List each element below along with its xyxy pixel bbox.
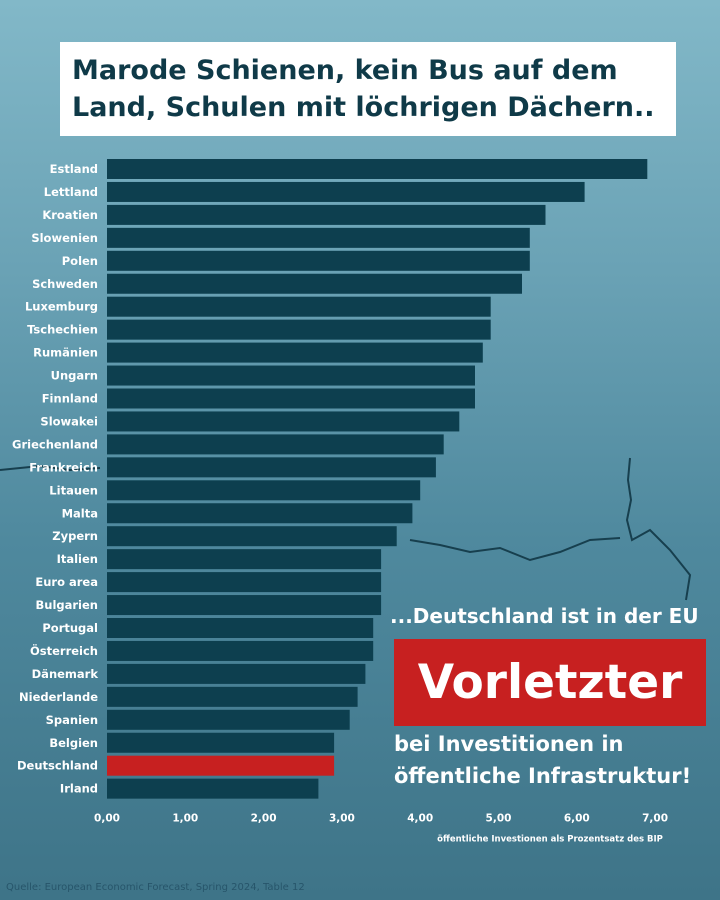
- category-label: Spanien: [46, 713, 98, 727]
- category-label: Euro area: [35, 575, 98, 589]
- callout-line-1: bei Investitionen in: [394, 732, 624, 756]
- bar-estland: [107, 159, 648, 179]
- x-tick-label: 4,00: [407, 813, 433, 825]
- category-label: Belgien: [49, 736, 98, 750]
- category-label: Griechenland: [12, 437, 98, 451]
- bar-niederlande: [107, 686, 358, 707]
- bar-griechenland: [107, 434, 444, 455]
- x-axis-label: öffentliche Investionen als Prozentsatz …: [437, 835, 663, 845]
- bar-litauen: [107, 480, 421, 501]
- category-label: Finnland: [42, 392, 98, 406]
- category-label: Malta: [62, 506, 98, 520]
- category-label: Slowakei: [40, 414, 98, 428]
- bar--sterreich: [107, 640, 374, 661]
- bar-slowakei: [107, 411, 460, 432]
- bar-kroatien: [107, 204, 546, 225]
- category-label: Niederlande: [19, 690, 98, 704]
- bar-portugal: [107, 618, 374, 638]
- category-label: Tschechien: [27, 323, 98, 337]
- bar-malta: [107, 503, 413, 524]
- source-note: Quelle: European Economic Forecast, Spri…: [6, 882, 305, 893]
- category-label: Lettland: [44, 185, 98, 199]
- category-label: Polen: [62, 254, 98, 268]
- bar-spanien: [107, 709, 350, 730]
- bar-frankreich: [107, 457, 436, 478]
- category-label: Schweden: [32, 277, 98, 291]
- bar-tschechien: [107, 319, 491, 340]
- x-tick-label: 7,00: [642, 813, 668, 825]
- category-label: Frankreich: [29, 460, 98, 474]
- category-label: Deutschland: [17, 759, 98, 773]
- bar-zypern: [107, 526, 397, 547]
- callout-subtext: bei Investitionen in öffentliche Infrast…: [394, 728, 691, 792]
- x-tick-label: 1,00: [172, 813, 198, 825]
- bar-irland: [107, 778, 319, 799]
- category-label: Kroatien: [42, 208, 98, 222]
- category-label: Bulgarien: [36, 598, 99, 612]
- category-label: Portugal: [42, 621, 98, 635]
- x-tick-label: 6,00: [564, 813, 590, 825]
- category-label: Rumänien: [33, 346, 98, 360]
- x-tick-label: 5,00: [486, 813, 512, 825]
- bar-polen: [107, 250, 530, 271]
- bar-euro-area: [107, 572, 382, 593]
- crack-middle: [409, 537, 621, 562]
- crack-right: [625, 457, 692, 601]
- bar-schweden: [107, 273, 522, 294]
- callout-line-2: öffentliche Infrastruktur!: [394, 764, 692, 788]
- bar-italien: [107, 549, 382, 570]
- category-label: Litauen: [49, 483, 98, 497]
- bar-luxemburg: [107, 296, 491, 317]
- category-label: Österreich: [30, 643, 98, 658]
- callout-big-text: Vorletzter: [417, 655, 683, 710]
- bar-slowenien: [107, 227, 530, 248]
- bar-belgien: [107, 732, 335, 753]
- title-box: Marode Schienen, kein Bus auf dem Land, …: [60, 42, 676, 136]
- crack-left: [0, 464, 101, 472]
- category-label: Zypern: [52, 529, 98, 543]
- category-label: Irland: [60, 782, 98, 796]
- bar-finnland: [107, 388, 475, 409]
- category-label: Luxemburg: [25, 300, 98, 314]
- x-tick-label: 0,00: [94, 813, 120, 825]
- title-line-2: Land, Schulen mit löchrigen Dächern..: [72, 92, 655, 123]
- category-label: Dänemark: [32, 667, 99, 681]
- bar-rum-nien: [107, 342, 483, 363]
- category-label: Slowenien: [31, 231, 98, 245]
- callout-headline: ...Deutschland ist in der EU: [390, 604, 699, 628]
- category-label: Estland: [50, 162, 98, 176]
- x-tick-label: 2,00: [251, 813, 277, 825]
- bar-d-nemark: [107, 663, 366, 684]
- bar-ungarn: [107, 365, 475, 386]
- category-label: Italien: [57, 552, 98, 566]
- bar-deutschland: [107, 755, 335, 776]
- bar-lettland: [107, 181, 585, 202]
- x-tick-label: 3,00: [329, 813, 355, 825]
- callout-red-box: Vorletzter: [394, 639, 706, 726]
- category-label: Ungarn: [51, 369, 98, 383]
- title-line-1: Marode Schienen, kein Bus auf dem: [72, 55, 618, 86]
- bar-bulgarien: [107, 595, 382, 616]
